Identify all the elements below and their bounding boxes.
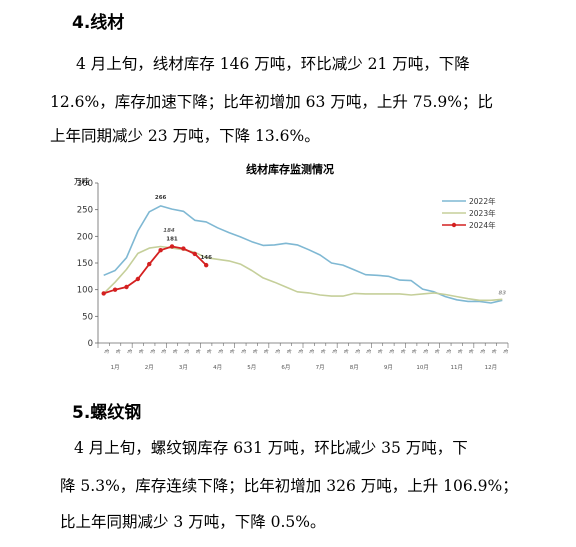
series-line (103, 245, 503, 302)
x-tick-label: 旬 (502, 349, 509, 354)
x-tick-label: 旬 (115, 349, 122, 354)
x-tick-label: 旬 (251, 349, 258, 354)
x-tick-label: 旬 (388, 349, 395, 354)
section-4-heading: 4.线材 (72, 13, 125, 33)
y-tick-label: 0 (88, 339, 93, 349)
x-tick-label: 旬 (479, 349, 486, 354)
x-tick-label: 旬 (172, 349, 179, 354)
x-tick-label: 旬 (217, 349, 224, 354)
data-point (135, 276, 141, 282)
data-point (158, 248, 163, 253)
legend-label: 2024年 (469, 220, 496, 230)
x-tick-label: 旬 (320, 349, 327, 354)
data-label: 181 (166, 236, 178, 242)
data-point (112, 287, 118, 292)
legend-label: 2022年 (469, 196, 496, 206)
x-tick-label: 旬 (456, 349, 463, 354)
chart-title: 线材库存监测情况 (246, 162, 334, 176)
month-label: 11月 (451, 364, 464, 371)
data-point (124, 284, 129, 290)
data-point (192, 251, 198, 257)
y-tick-label: 100 (77, 286, 93, 296)
x-tick-label: 旬 (342, 349, 349, 354)
data-label: 83 (498, 290, 506, 296)
data-label: 266 (155, 195, 167, 201)
x-tick-label: 旬 (331, 349, 338, 354)
y-tick-label: 300 (77, 179, 93, 189)
month-label: 6月 (281, 364, 290, 371)
month-label: 9月 (384, 364, 393, 371)
x-tick-label: 旬 (468, 349, 475, 354)
x-tick-label: 旬 (377, 349, 384, 354)
data-point (181, 246, 186, 251)
month-label: 8月 (350, 364, 359, 371)
paragraph-line: 上年同期减少 23 万吨，下降 13.6%。 (50, 127, 320, 145)
x-tick-label: 旬 (103, 349, 110, 354)
x-tick-label: 旬 (490, 349, 497, 354)
x-tick-label: 旬 (183, 349, 190, 354)
series-line (103, 205, 503, 304)
x-tick-label: 旬 (149, 349, 156, 354)
x-tick-label: 旬 (411, 349, 418, 354)
x-tick-label: 旬 (285, 349, 292, 354)
month-label: 4月 (213, 364, 222, 371)
legend-label: 2023年 (469, 208, 496, 218)
legend-marker (451, 222, 457, 228)
month-label: 1月 (111, 364, 120, 371)
x-tick-label: 旬 (228, 349, 235, 354)
paragraph-line: 比上年同期减少 3 万吨，下降 0.5%。 (60, 513, 326, 531)
month-label: 3月 (179, 364, 188, 371)
month-label: 12月 (485, 364, 498, 371)
x-tick-label: 旬 (240, 349, 247, 354)
x-tick-label: 旬 (126, 349, 133, 354)
x-tick-label: 旬 (422, 349, 429, 354)
data-label: 184 (163, 228, 175, 234)
y-tick-label: 200 (77, 232, 93, 242)
x-tick-label: 旬 (137, 349, 144, 354)
y-tick-label: 250 (77, 206, 93, 216)
x-tick-label: 旬 (297, 349, 304, 354)
x-tick-label: 旬 (354, 349, 361, 354)
x-tick-label: 旬 (263, 349, 270, 354)
x-tick-label: 旬 (399, 349, 406, 354)
inventory-line-chart: 050100150200250300旬旬旬旬旬旬旬旬旬旬旬旬旬旬旬旬旬旬旬旬旬旬… (74, 162, 509, 371)
month-label: 2月 (145, 364, 154, 371)
data-point (147, 261, 152, 267)
data-point (169, 244, 175, 249)
series-layer: 266 181 184 146 83 (101, 195, 506, 304)
month-label: 5月 (247, 364, 256, 371)
x-tick-label: 旬 (433, 349, 440, 354)
x-tick-label: 旬 (194, 349, 201, 354)
month-label: 7月 (316, 364, 325, 371)
paragraph-line: 12.6%，库存加速下降；比年初增加 63 万吨，上升 75.9%；比 (50, 93, 493, 111)
y-tick-label: 150 (77, 259, 93, 269)
y-tick-label: 50 (82, 312, 93, 322)
data-point (101, 291, 106, 296)
x-tick-label: 旬 (274, 349, 281, 354)
data-label: 146 (200, 255, 212, 261)
paragraph-line: 4 月上旬，螺纹钢库存 631 万吨，环比减少 35 万吨，下 (74, 439, 468, 457)
paragraph-line: 4 月上旬，线材库存 146 万吨，环比减少 21 万吨，下降 (76, 55, 470, 73)
y-axis-label: 万吨 (74, 176, 89, 186)
section-5-heading: 5.螺纹钢 (72, 403, 142, 423)
series-line (103, 245, 207, 295)
data-point (203, 262, 209, 268)
x-tick-label: 旬 (365, 349, 372, 354)
x-tick-label: 旬 (445, 349, 452, 354)
x-tick-label: 旬 (206, 349, 213, 354)
chart-axes: 050100150200250300旬旬旬旬旬旬旬旬旬旬旬旬旬旬旬旬旬旬旬旬旬旬… (77, 179, 509, 371)
month-label: 10月 (416, 364, 429, 371)
x-tick-label: 旬 (308, 349, 315, 354)
x-tick-label: 旬 (160, 349, 167, 354)
paragraph-line: 降 5.3%，库存连续下降；比年初增加 326 万吨，上升 106.9%； (60, 477, 518, 495)
chart-legend: 2022年 2023年 2024年 (442, 196, 496, 230)
